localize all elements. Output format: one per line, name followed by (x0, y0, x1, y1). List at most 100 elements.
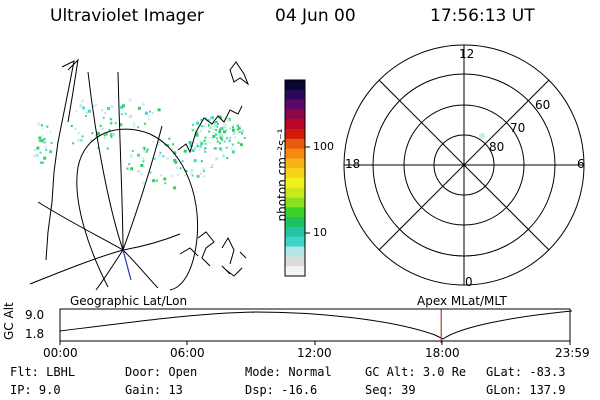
uv-speckle (133, 125, 136, 128)
uv-speckle (168, 137, 171, 140)
uv-speckle (234, 136, 237, 139)
uv-speckle (207, 119, 210, 121)
uv-speckle (108, 129, 111, 131)
uv-speckle (203, 125, 206, 128)
uv-speckle (80, 139, 83, 142)
uv-speckle (241, 129, 245, 133)
uv-speckle (38, 139, 41, 142)
uv-speckle (196, 174, 200, 178)
uv-speckle (200, 125, 203, 128)
uv-speckle (230, 147, 233, 150)
uv-speckle (41, 161, 44, 164)
uv-speckle (114, 122, 117, 125)
uv-speckle (119, 123, 123, 127)
uv-speckle (152, 179, 156, 183)
uv-speckle (172, 143, 175, 146)
uv-speckle (173, 186, 177, 190)
uv-speckle (137, 153, 140, 157)
uv-speckle (210, 116, 214, 120)
uv-speckle (237, 141, 240, 144)
uv-speckle (236, 125, 239, 128)
uv-speckle (192, 141, 195, 144)
uv-speckle (219, 140, 222, 143)
uv-speckle (185, 170, 188, 172)
uv-speckle (142, 157, 145, 160)
uv-speckle (39, 151, 42, 154)
uv-speckle (191, 174, 194, 177)
colorbar-cell (285, 80, 305, 91)
uv-speckle (99, 124, 102, 127)
colorbar-tick-100: 100 (313, 140, 334, 153)
uv-speckle (143, 150, 147, 154)
info-flt: Flt: LBHL (10, 365, 76, 379)
altitude-ytick-high: 9.0 (25, 308, 45, 322)
uv-speckle (50, 142, 53, 144)
coastline (229, 61, 250, 86)
uv-speckle (166, 157, 169, 161)
uv-speckle (223, 130, 226, 134)
uv-speckle (224, 126, 226, 129)
uv-speckle (129, 115, 133, 118)
info-door: Door: Open (125, 365, 198, 379)
info-ip: IP: 9.0 (10, 383, 61, 397)
uv-speckle (121, 104, 125, 108)
uv-speckle (142, 181, 145, 185)
coastline (221, 236, 243, 277)
uv-speckle (191, 169, 194, 171)
uv-speckle (231, 128, 235, 132)
uv-speckle (209, 137, 212, 139)
uv-speckle (213, 124, 217, 128)
uv-speckle (199, 130, 202, 133)
uv-speckle (39, 161, 42, 164)
instrument-title: Ultraviolet Imager (50, 6, 204, 26)
uv-speckle (215, 157, 219, 161)
uv-speckle (218, 147, 222, 151)
uv-speckle (80, 106, 83, 109)
uv-speckle (209, 126, 213, 129)
uv-speckle (155, 179, 158, 182)
uv-speckle (75, 110, 78, 113)
uv-speckle (200, 172, 203, 175)
uv-speckle (188, 141, 192, 144)
colorbar-cell (285, 236, 305, 248)
uv-speckle (226, 119, 230, 122)
uv-speckle (203, 148, 206, 151)
uv-speckle (199, 145, 202, 148)
emission-spot (479, 133, 485, 139)
uv-speckle (218, 130, 222, 134)
uv-speckle (96, 131, 99, 134)
uv-speckle (49, 131, 52, 134)
uv-speckle (104, 112, 107, 115)
uv-speckle (238, 131, 241, 133)
uv-speckle (237, 128, 239, 131)
uv-speckle (175, 166, 178, 169)
uv-speckle (213, 121, 216, 124)
colorbar-cell (285, 99, 305, 110)
uv-speckle (109, 133, 113, 137)
meridian-line (122, 125, 163, 251)
uv-speckle (111, 106, 114, 108)
uv-speckle (86, 151, 89, 154)
uv-speckle (36, 146, 40, 150)
uv-speckle (43, 138, 46, 140)
uv-speckle (90, 139, 93, 142)
uv-speckle (142, 165, 145, 168)
coastline (177, 105, 243, 154)
uv-speckle (151, 112, 154, 114)
uv-speckle (219, 136, 223, 140)
uv-speckle (195, 133, 199, 137)
uv-speckle (153, 157, 156, 160)
uv-speckle (212, 128, 215, 131)
uv-speckle (193, 146, 197, 150)
uv-speckle (200, 143, 203, 146)
uv-speckle (128, 163, 131, 166)
coastline (221, 251, 247, 275)
meridian-line (117, 71, 124, 251)
uv-speckle (218, 115, 222, 119)
uv-speckle (195, 142, 199, 146)
track-line (122, 249, 132, 281)
uv-speckle (160, 174, 162, 177)
coastline (45, 60, 75, 261)
uv-speckle (107, 107, 110, 110)
uv-speckle (203, 175, 206, 178)
